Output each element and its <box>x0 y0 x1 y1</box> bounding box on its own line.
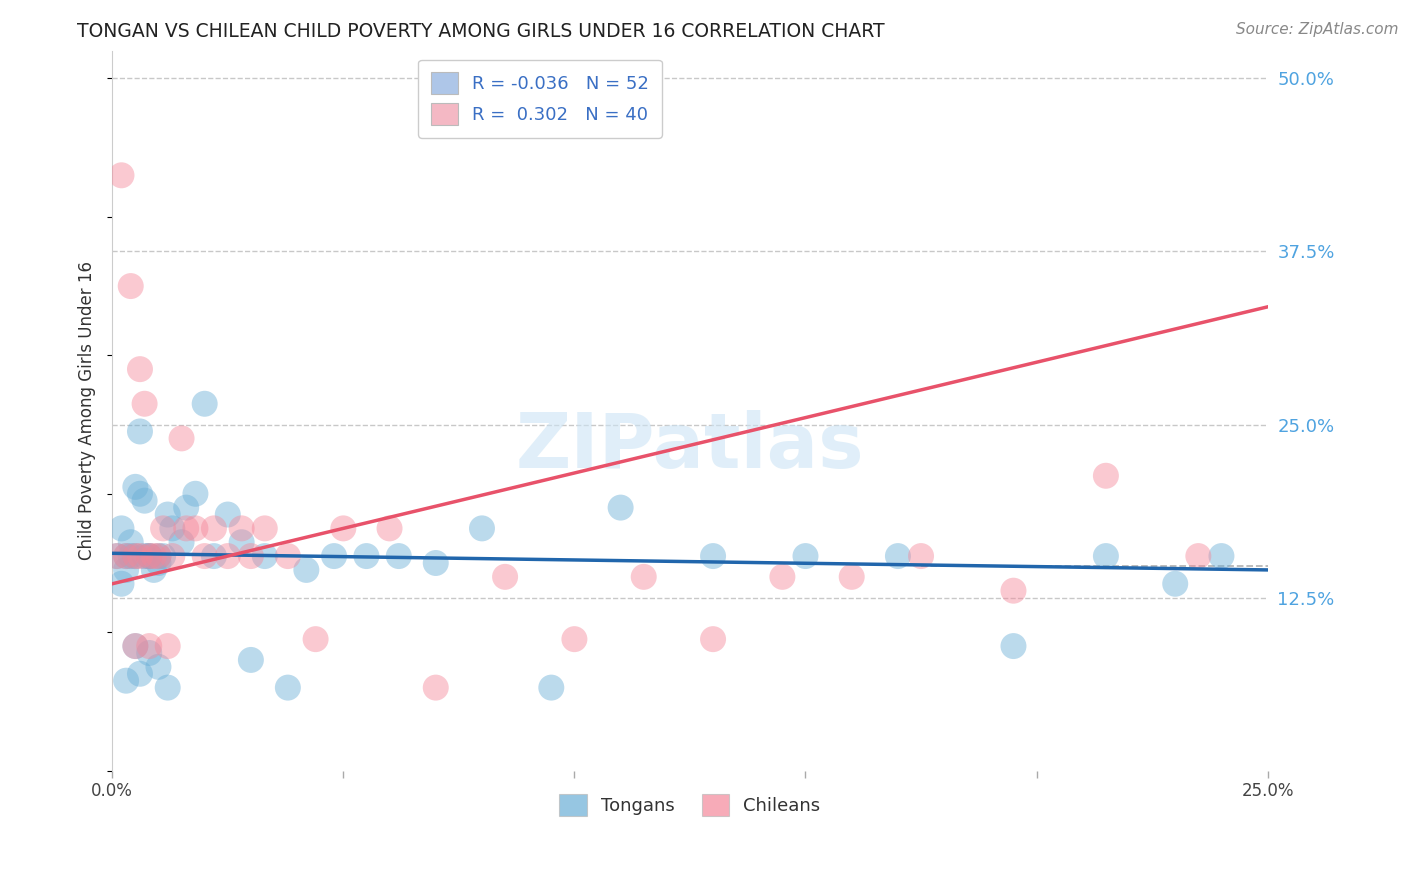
Point <box>134 549 156 563</box>
Point <box>120 535 142 549</box>
Point <box>471 521 494 535</box>
Point <box>388 549 411 563</box>
Point <box>277 549 299 563</box>
Point <box>142 563 165 577</box>
Point <box>702 632 724 647</box>
Point <box>184 487 207 501</box>
Point <box>253 521 276 535</box>
Point <box>129 425 152 439</box>
Y-axis label: Child Poverty Among Girls Under 16: Child Poverty Among Girls Under 16 <box>79 261 96 560</box>
Point <box>115 563 138 577</box>
Point <box>1095 468 1118 483</box>
Point <box>174 500 197 515</box>
Text: Source: ZipAtlas.com: Source: ZipAtlas.com <box>1236 22 1399 37</box>
Point <box>304 632 326 647</box>
Point <box>239 549 262 563</box>
Point <box>138 549 160 563</box>
Point <box>156 639 179 653</box>
Point <box>841 570 863 584</box>
Point <box>124 549 146 563</box>
Point <box>202 521 225 535</box>
Point <box>910 549 932 563</box>
Point <box>425 681 447 695</box>
Point <box>1002 583 1025 598</box>
Point <box>194 549 217 563</box>
Point <box>609 500 631 515</box>
Point <box>138 646 160 660</box>
Point <box>1095 549 1118 563</box>
Point <box>378 521 401 535</box>
Point <box>770 570 793 584</box>
Point <box>138 549 160 563</box>
Point <box>152 549 174 563</box>
Point <box>129 487 152 501</box>
Point <box>110 521 132 535</box>
Point <box>129 362 152 376</box>
Point <box>184 521 207 535</box>
Point <box>129 666 152 681</box>
Point <box>148 660 170 674</box>
Point <box>253 549 276 563</box>
Point <box>124 480 146 494</box>
Point <box>202 549 225 563</box>
Point <box>425 556 447 570</box>
Point <box>115 549 138 563</box>
Point <box>115 549 138 563</box>
Point <box>148 556 170 570</box>
Point <box>174 521 197 535</box>
Point <box>1211 549 1233 563</box>
Point <box>120 549 142 563</box>
Point <box>105 549 128 563</box>
Point <box>110 576 132 591</box>
Point <box>110 169 132 183</box>
Point <box>231 535 253 549</box>
Point <box>217 508 239 522</box>
Point <box>702 549 724 563</box>
Point <box>120 279 142 293</box>
Point <box>239 653 262 667</box>
Point <box>138 639 160 653</box>
Point <box>887 549 910 563</box>
Point <box>115 673 138 688</box>
Point <box>138 549 160 563</box>
Point <box>194 397 217 411</box>
Point <box>148 549 170 563</box>
Point <box>170 431 193 445</box>
Text: ZIPatlas: ZIPatlas <box>516 409 865 483</box>
Point <box>564 632 586 647</box>
Point <box>170 535 193 549</box>
Point <box>323 549 346 563</box>
Point <box>540 681 562 695</box>
Point <box>148 549 170 563</box>
Text: TONGAN VS CHILEAN CHILD POVERTY AMONG GIRLS UNDER 16 CORRELATION CHART: TONGAN VS CHILEAN CHILD POVERTY AMONG GI… <box>77 22 884 41</box>
Point <box>356 549 378 563</box>
Point <box>1002 639 1025 653</box>
Point <box>217 549 239 563</box>
Point <box>277 681 299 695</box>
Point <box>295 563 318 577</box>
Point <box>162 549 184 563</box>
Point <box>129 549 152 563</box>
Point <box>152 521 174 535</box>
Point <box>124 639 146 653</box>
Point <box>494 570 516 584</box>
Point <box>794 549 817 563</box>
Legend: Tongans, Chileans: Tongans, Chileans <box>548 783 831 827</box>
Point <box>332 521 354 535</box>
Point <box>156 508 179 522</box>
Point <box>156 681 179 695</box>
Point <box>1164 576 1187 591</box>
Point <box>1187 549 1209 563</box>
Point <box>162 521 184 535</box>
Point <box>105 549 128 563</box>
Point <box>134 397 156 411</box>
Point <box>134 493 156 508</box>
Point <box>142 549 165 563</box>
Point <box>124 549 146 563</box>
Point <box>231 521 253 535</box>
Point <box>124 639 146 653</box>
Point <box>633 570 655 584</box>
